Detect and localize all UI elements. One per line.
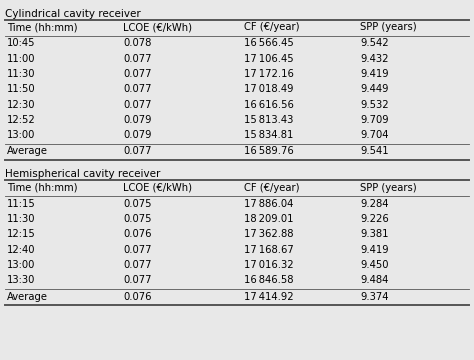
Text: LCOE (€/kWh): LCOE (€/kWh): [123, 183, 192, 193]
Text: 12:15: 12:15: [7, 229, 36, 239]
Text: 17 414.92: 17 414.92: [244, 292, 293, 302]
Text: 9.542: 9.542: [360, 38, 389, 48]
Text: 0.079: 0.079: [123, 130, 152, 140]
Text: SPP (years): SPP (years): [360, 183, 417, 193]
Text: 0.077: 0.077: [123, 260, 152, 270]
Text: 17 172.16: 17 172.16: [244, 69, 294, 79]
Text: 11:30: 11:30: [7, 69, 36, 79]
Text: Hemispherical cavity receiver: Hemispherical cavity receiver: [5, 170, 160, 179]
Text: LCOE (€/kWh): LCOE (€/kWh): [123, 22, 192, 32]
Text: 0.076: 0.076: [123, 292, 152, 302]
Text: 9.541: 9.541: [360, 147, 389, 156]
Text: 12:40: 12:40: [7, 245, 36, 255]
Text: CF (€/year): CF (€/year): [244, 183, 300, 193]
Text: 16 589.76: 16 589.76: [244, 147, 294, 156]
Text: 0.079: 0.079: [123, 115, 152, 125]
Text: 9.226: 9.226: [360, 214, 389, 224]
Text: 9.419: 9.419: [360, 245, 389, 255]
Text: 9.709: 9.709: [360, 115, 389, 125]
Text: 12:52: 12:52: [7, 115, 36, 125]
Text: 17 106.45: 17 106.45: [244, 54, 293, 64]
Text: 13:00: 13:00: [7, 130, 36, 140]
Text: 9.381: 9.381: [360, 229, 389, 239]
Text: Average: Average: [7, 147, 48, 156]
Text: 9.450: 9.450: [360, 260, 389, 270]
Text: 0.075: 0.075: [123, 199, 152, 209]
Text: 13:30: 13:30: [7, 275, 36, 285]
Text: 0.077: 0.077: [123, 84, 152, 94]
Text: 9.532: 9.532: [360, 100, 389, 110]
Text: 0.078: 0.078: [123, 38, 152, 48]
Text: 0.076: 0.076: [123, 229, 152, 239]
Text: 15 813.43: 15 813.43: [244, 115, 293, 125]
Text: Average: Average: [7, 292, 48, 302]
Text: 16 846.58: 16 846.58: [244, 275, 293, 285]
Text: Cylindrical cavity receiver: Cylindrical cavity receiver: [5, 9, 140, 19]
Text: 17 886.04: 17 886.04: [244, 199, 293, 209]
Text: SPP (years): SPP (years): [360, 22, 417, 32]
Text: 17 168.67: 17 168.67: [244, 245, 294, 255]
Text: 9.284: 9.284: [360, 199, 389, 209]
Text: 9.432: 9.432: [360, 54, 389, 64]
Text: 9.374: 9.374: [360, 292, 389, 302]
Text: 11:15: 11:15: [7, 199, 36, 209]
Text: 0.075: 0.075: [123, 214, 152, 224]
Text: 9.704: 9.704: [360, 130, 389, 140]
Text: 0.077: 0.077: [123, 100, 152, 110]
Text: 17 362.88: 17 362.88: [244, 229, 293, 239]
Text: 11:00: 11:00: [7, 54, 36, 64]
Text: 16 566.45: 16 566.45: [244, 38, 294, 48]
Text: 15 834.81: 15 834.81: [244, 130, 293, 140]
Text: 11:50: 11:50: [7, 84, 36, 94]
Text: 0.077: 0.077: [123, 245, 152, 255]
Text: CF (€/year): CF (€/year): [244, 22, 300, 32]
Text: 0.077: 0.077: [123, 275, 152, 285]
Text: 0.077: 0.077: [123, 69, 152, 79]
Text: 11:30: 11:30: [7, 214, 36, 224]
Text: 10:45: 10:45: [7, 38, 36, 48]
Text: Time (hh:mm): Time (hh:mm): [7, 183, 78, 193]
Text: 12:30: 12:30: [7, 100, 36, 110]
Text: 0.077: 0.077: [123, 54, 152, 64]
Text: Time (hh:mm): Time (hh:mm): [7, 22, 78, 32]
Text: 13:00: 13:00: [7, 260, 36, 270]
Text: 17 018.49: 17 018.49: [244, 84, 293, 94]
Text: 9.449: 9.449: [360, 84, 389, 94]
Text: 16 616.56: 16 616.56: [244, 100, 294, 110]
Text: 9.419: 9.419: [360, 69, 389, 79]
Text: 17 016.32: 17 016.32: [244, 260, 293, 270]
Text: 9.484: 9.484: [360, 275, 389, 285]
Text: 18 209.01: 18 209.01: [244, 214, 293, 224]
Text: 0.077: 0.077: [123, 147, 152, 156]
